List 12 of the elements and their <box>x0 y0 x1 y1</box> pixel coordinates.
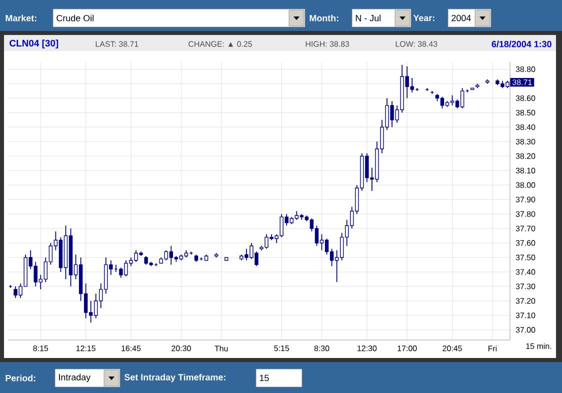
text: Year: <box>413 14 434 22</box>
chart-title: CLN04 [30] <box>10 40 58 48</box>
text: Month: <box>310 14 338 22</box>
text: 6/18/2004 1:30 <box>492 40 552 48</box>
text: Crude Oil <box>56 14 94 22</box>
text: N - Jul <box>356 14 380 22</box>
text: Market: <box>6 14 36 22</box>
text: Intraday <box>59 374 91 382</box>
text: 15 <box>260 374 269 382</box>
text: Period: <box>6 374 36 382</box>
text: 2004 <box>452 14 471 22</box>
text: Set Intraday Timeframe: <box>124 374 226 382</box>
